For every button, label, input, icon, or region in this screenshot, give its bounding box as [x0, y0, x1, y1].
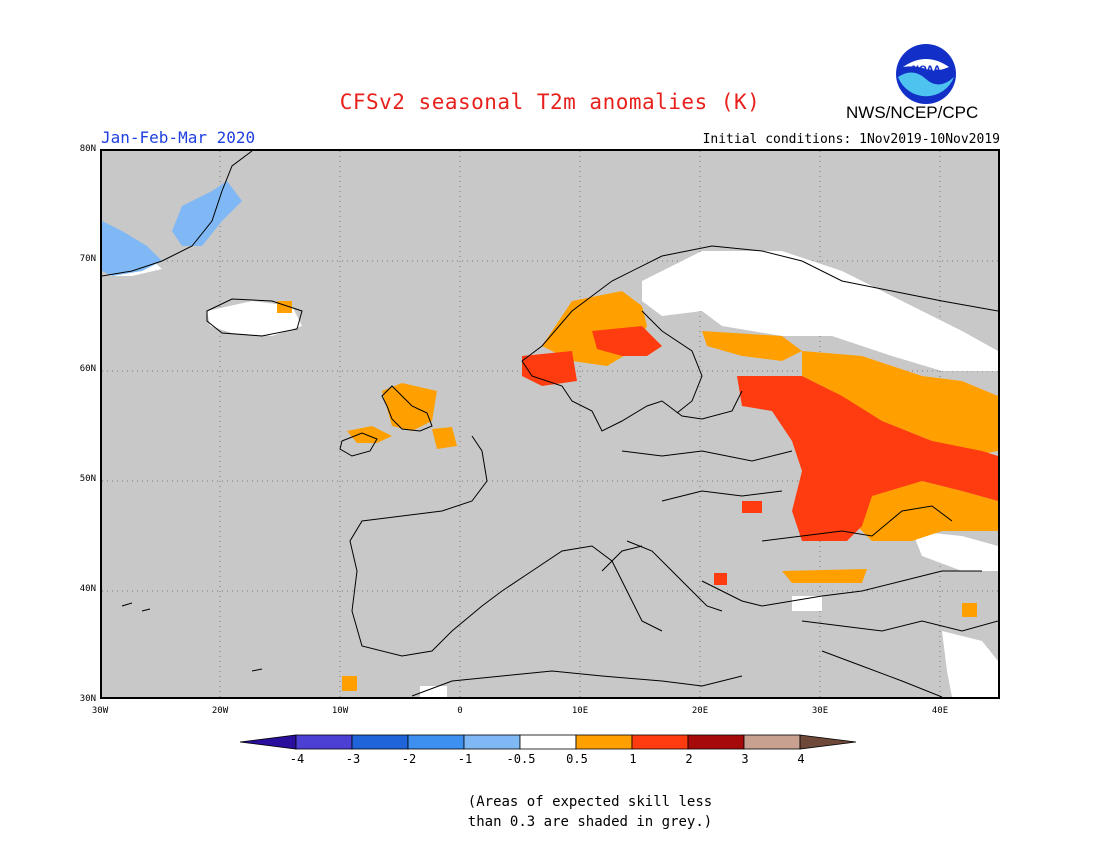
colorbar-cell: [463, 734, 521, 750]
lon-label: 10W: [331, 706, 349, 716]
colorbar-tick-label: 1: [629, 752, 637, 766]
lon-label: 30W: [91, 706, 109, 716]
colorbar-cell: [351, 734, 409, 750]
noaa-logo-icon: NOAA: [895, 43, 957, 105]
colorbar-tick-label: 4: [797, 752, 805, 766]
colorbar-cell: [239, 734, 297, 750]
colorbar-tick-label: 2: [685, 752, 693, 766]
skill-note-line: than 0.3 are shaded in grey.): [467, 814, 713, 830]
colorbar-tick-label: -4: [289, 752, 305, 766]
colorbar-cell: [407, 734, 465, 750]
near-normal-areas: [110, 251, 998, 697]
colorbar-cell: [519, 734, 577, 750]
lat-label: 40N: [79, 584, 96, 594]
chart-title: CFSv2 seasonal T2m anomalies (K): [339, 90, 761, 114]
colorbar: [239, 734, 857, 750]
season-label: Jan-Feb-Mar 2020: [101, 128, 256, 147]
colorbar-tick-label: -0.5: [506, 752, 536, 766]
colorbar-tick-label: 3: [741, 752, 749, 766]
coastlines: [102, 151, 998, 697]
colorbar-cell: [631, 734, 689, 750]
colorbar-tick-label: -3: [345, 752, 361, 766]
noaa-logo-text: NOAA: [912, 65, 941, 75]
colorbar-cell: [295, 734, 353, 750]
lon-label: 20E: [691, 706, 709, 716]
lon-label: 20W: [211, 706, 229, 716]
colorbar-tick-label: -2: [401, 752, 417, 766]
cool-areas: [102, 181, 242, 276]
lon-label: 40E: [931, 706, 949, 716]
skill-note: (Areas of expected skill less than 0.3 a…: [420, 792, 760, 832]
agency-label: NWS/NCEP/CPC: [846, 103, 979, 122]
colorbar-cell: [687, 734, 745, 750]
skill-note-line: (Areas of expected skill less: [467, 794, 713, 810]
colorbar-cell: [799, 734, 857, 750]
lat-label: 50N: [79, 474, 96, 484]
lon-label: 0: [457, 706, 463, 716]
lat-label: 70N: [79, 254, 96, 264]
colorbar-cell: [743, 734, 801, 750]
anomaly-map: [100, 149, 1000, 699]
lat-label: 60N: [79, 364, 96, 374]
lon-label: 10E: [571, 706, 589, 716]
lat-label: 30N: [79, 694, 96, 704]
map-canvas: [102, 151, 998, 697]
colorbar-tick-label: 0.5: [566, 752, 588, 766]
colorbar-cell: [575, 734, 633, 750]
initial-conditions-label: Initial conditions: 1Nov2019-10Nov2019: [702, 132, 1000, 147]
lon-label: 30E: [811, 706, 829, 716]
lat-label: 80N: [79, 144, 96, 154]
colorbar-tick-label: -1: [457, 752, 473, 766]
